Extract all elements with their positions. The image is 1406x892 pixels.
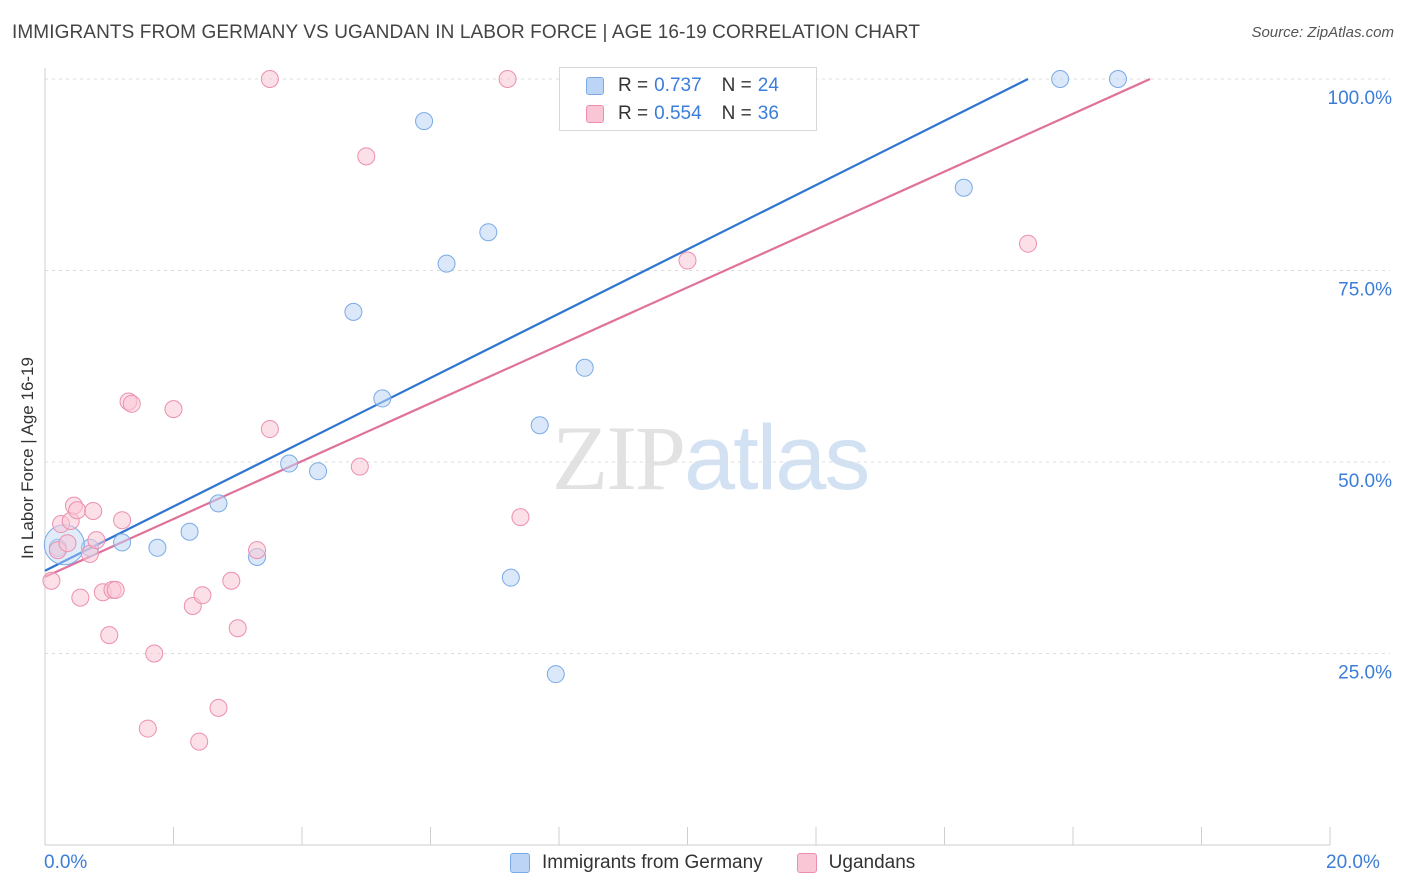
germany-point [344, 302, 363, 321]
germany-trend-line [44, 78, 1029, 572]
germany-point [309, 462, 328, 481]
ugandan-point [260, 420, 279, 439]
watermark-atlas: atlas [684, 407, 870, 509]
x-tick-label-max: 20.0% [1326, 852, 1380, 873]
r-value: 0.554 [654, 103, 702, 124]
n-label: N = [721, 103, 752, 124]
ugandan-point [42, 571, 61, 590]
germany-point [1108, 70, 1127, 88]
ugandan-point [100, 626, 119, 645]
germany-point [280, 454, 299, 473]
label-layer: 25.0% 50.0% 75.0% 100.0% In Labor Force | Ag… [18, 88, 1392, 684]
ugandan-point [138, 719, 157, 738]
r-label: R = [618, 103, 649, 124]
germany-point [180, 522, 199, 541]
stats-row-germany: R = 0.737 N = 24 [586, 73, 779, 99]
n-value: 24 [757, 75, 779, 96]
germany-point [113, 533, 132, 552]
ugandan-swatch [586, 105, 604, 123]
legend: Immigrants from Germany Ugandans [510, 852, 949, 874]
ugandan-point [498, 70, 517, 88]
y-axis-label: In Labor Force | Age 16-19 [18, 357, 37, 559]
n-value: 36 [757, 103, 779, 124]
germany-point [575, 358, 594, 377]
ugandan-point [190, 732, 209, 751]
legend-swatch-ugandans [796, 853, 817, 873]
stats-box: R = 0.737 N = 24 R = 0.554 N = 36 [559, 67, 817, 131]
source-label: Source: ZipAtlas.com [1251, 24, 1394, 41]
y-tick-label: 25.0% [1338, 663, 1392, 684]
ugandan-point [122, 394, 141, 413]
ugandan-point [84, 502, 103, 521]
y-tick-label: 75.0% [1338, 280, 1392, 301]
germany-point [437, 254, 456, 273]
r-label: R = [618, 75, 649, 96]
trend-layer [44, 77, 1151, 578]
legend-item-ugandans[interactable]: Ugandans [796, 852, 916, 874]
ugandan-point [209, 698, 228, 717]
ugandan-point [228, 619, 247, 638]
legend-label-ugandans: Ugandans [828, 852, 916, 873]
ugandan-point [164, 400, 183, 419]
r-value: 0.737 [654, 75, 702, 96]
germany-point [479, 223, 498, 242]
stats-row-ugandans: R = 0.554 N = 36 [586, 101, 779, 127]
ugandan-trend-line [44, 77, 1151, 578]
germany-point [1051, 70, 1070, 88]
ugandan-point [350, 457, 369, 476]
ugandan-point [678, 251, 697, 270]
ugandan-point [71, 588, 90, 607]
ugandan-point [357, 147, 376, 166]
ugandan-point [193, 586, 212, 605]
germany-point [209, 494, 228, 513]
x-tick-label-min: 0.0% [44, 852, 88, 873]
ugandan-point [248, 541, 267, 560]
ugandan-point [222, 571, 241, 590]
watermark-zip: ZIP [552, 407, 686, 509]
ugandan-point [106, 580, 125, 599]
grid-layer [45, 78, 1390, 654]
germany-point [373, 389, 392, 408]
germany-point [546, 665, 565, 684]
ugandan-point [511, 508, 530, 527]
germany-point [148, 538, 167, 557]
germany-point [954, 178, 973, 197]
germany-point [530, 416, 549, 435]
watermark: ZIPatlas [552, 405, 870, 511]
axis-layer [44, 68, 1331, 846]
ugandan-point [87, 531, 106, 550]
ugandan-point [145, 644, 164, 663]
ugandan-point [113, 511, 132, 530]
point-layer [42, 70, 1127, 751]
chart-title: IMMIGRANTS FROM GERMANY VS UGANDAN IN LA… [12, 22, 921, 43]
n-label: N = [721, 75, 752, 96]
ugandan-point [260, 70, 279, 88]
germany-point [415, 112, 434, 131]
ugandan-point [1019, 234, 1038, 253]
legend-item-germany[interactable]: Immigrants from Germany [510, 852, 763, 874]
germany-swatch [586, 77, 604, 95]
ugandan-point [68, 501, 87, 520]
legend-label-germany: Immigrants from Germany [542, 852, 763, 873]
y-tick-label: 50.0% [1338, 471, 1392, 492]
legend-swatch-germany [510, 853, 530, 873]
germany-point [501, 568, 520, 587]
y-tick-label: 100.0% [1328, 88, 1393, 109]
ugandan-point [58, 534, 77, 553]
